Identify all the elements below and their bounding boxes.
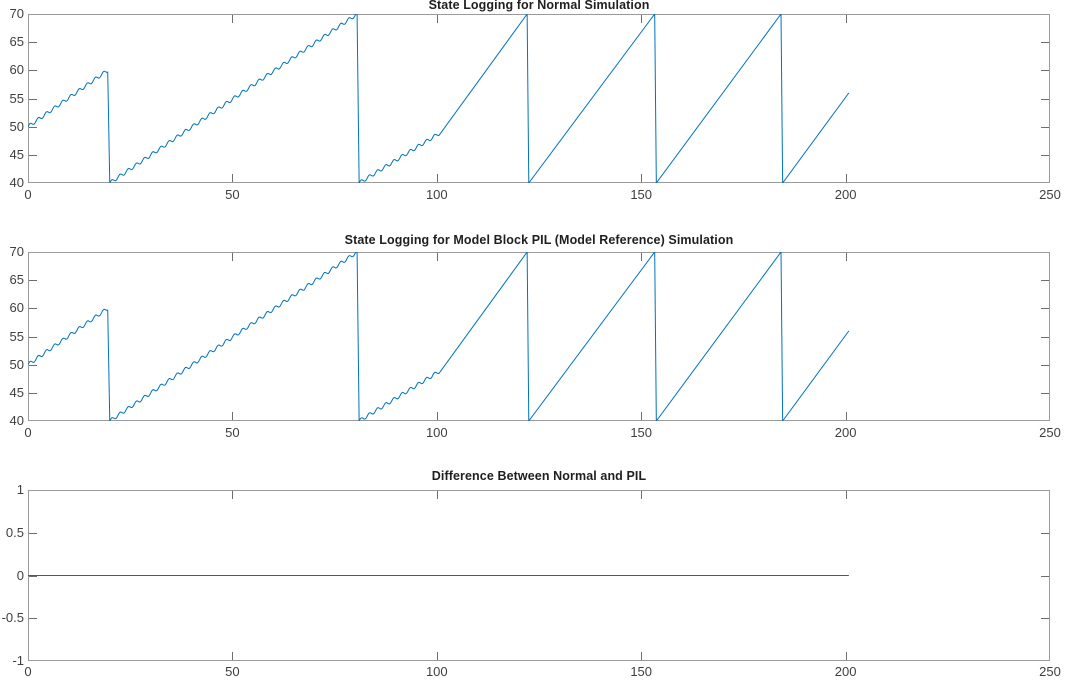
- y-tick-label: -1: [12, 653, 24, 668]
- x-tick-label: 150: [630, 425, 653, 440]
- y-tick-label: 45: [9, 384, 24, 400]
- x-tick-label: 250: [1039, 664, 1061, 679]
- plot-svg: [28, 14, 1050, 183]
- y-tick-label: 40: [9, 175, 24, 190]
- plot-area-pil-simulation: [28, 252, 1050, 421]
- axes-box: [28, 252, 1050, 421]
- y-tick-label: 0: [16, 567, 24, 583]
- x-tick-label: 100: [425, 664, 448, 679]
- x-tick-label: 100: [425, 425, 448, 440]
- x-tick-label: 250: [1039, 425, 1061, 440]
- x-tick-label: 250: [1039, 187, 1061, 202]
- y-tick-label: 65: [9, 34, 24, 50]
- plot-svg: [28, 252, 1050, 421]
- normal-simulation-state-line: [28, 14, 850, 183]
- plot-title-difference: Difference Between Normal and PIL: [431, 469, 647, 483]
- y-tick-label: 1: [16, 482, 24, 497]
- plot-title-pil-simulation: State Logging for Model Block PIL (Model…: [344, 233, 734, 247]
- y-tick-label: 70: [9, 244, 24, 259]
- y-tick-label: 55: [9, 90, 24, 106]
- y-tick-label: 45: [9, 146, 24, 162]
- y-tick-label: 0.5: [5, 524, 24, 540]
- y-tick-label: 60: [9, 62, 24, 78]
- y-tick-label: 60: [9, 300, 24, 316]
- plot-area-normal-simulation: [28, 14, 1050, 183]
- y-tick-label: 65: [9, 272, 24, 288]
- y-tick-label: 50: [9, 356, 24, 372]
- y-tick-label: 40: [9, 413, 24, 428]
- x-tick-label: 50: [225, 664, 240, 679]
- pil-simulation-state-line: [28, 252, 850, 421]
- y-tick-label: -0.5: [1, 610, 24, 626]
- x-tick-label: 200: [834, 664, 857, 679]
- x-tick-label: 150: [630, 187, 653, 202]
- plot-title-normal-simulation: State Logging for Normal Simulation: [428, 0, 650, 12]
- y-tick-label: 50: [9, 118, 24, 134]
- axes-box: [28, 14, 1050, 183]
- x-tick-label: 0: [24, 187, 32, 202]
- y-tick-label: 70: [9, 6, 24, 21]
- x-tick-label: 0: [24, 664, 32, 679]
- plot-area-difference: [28, 490, 1050, 661]
- x-tick-label: 100: [425, 187, 448, 202]
- x-tick-label: 0: [24, 425, 32, 440]
- x-tick-label: 200: [834, 187, 857, 202]
- x-tick-label: 50: [225, 425, 240, 440]
- x-tick-label: 150: [630, 664, 653, 679]
- x-tick-label: 200: [834, 425, 857, 440]
- plot-svg: [28, 490, 1050, 661]
- y-tick-label: 55: [9, 328, 24, 344]
- x-tick-label: 50: [225, 187, 240, 202]
